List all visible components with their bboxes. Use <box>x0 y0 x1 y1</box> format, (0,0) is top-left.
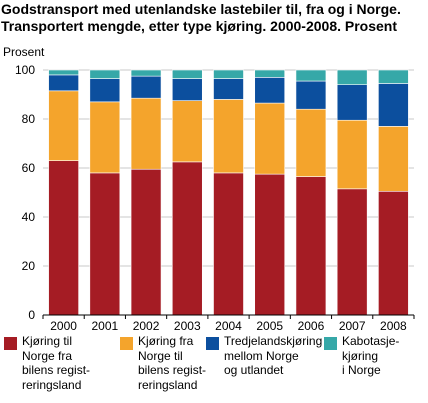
legend-swatch <box>4 337 17 350</box>
bar-segment-series-3 <box>213 78 244 100</box>
bar-segment-series-2 <box>48 90 79 161</box>
bar-segment-series-1 <box>48 160 79 316</box>
bar-segment-series-1 <box>378 190 409 316</box>
legend-label: Kjøring til Norge fra bilens regist- rer… <box>22 334 91 392</box>
x-tick-label: 2008 <box>380 319 407 333</box>
legend-label: Kabotasje- kjøring i Norge <box>342 334 400 377</box>
chart-title: Godstransport med utenlandske lastebiler… <box>1 1 427 35</box>
y-tick-label: 0 <box>28 308 35 322</box>
bar-segment-series-3 <box>130 75 162 99</box>
bar-segment-series-3 <box>89 78 121 103</box>
bar-segment-series-1 <box>336 188 368 316</box>
x-tick-label: 2005 <box>256 319 283 333</box>
legend-label: Tredjelandskjøring mellom Norge og utlan… <box>224 334 323 377</box>
chart: Prosent 0 20 40 60 80 100 2000 2001 2002 2003 2004 2… <box>3 45 415 333</box>
bar-segment-series-2 <box>89 101 121 174</box>
bar-segment-series-3 <box>254 77 286 104</box>
x-tick-label: 2003 <box>174 319 201 333</box>
y-tick-label: 80 <box>22 112 36 126</box>
y-axis-label: Prosent <box>3 45 45 59</box>
legend-label: Kjøring fra Norge til bilens regist- rer… <box>138 334 207 392</box>
y-tick-label: 100 <box>15 63 35 77</box>
x-tick-label: 2007 <box>339 319 366 333</box>
bar-segment-series-4 <box>89 69 121 79</box>
legend-swatch <box>206 337 219 350</box>
bar-segment-series-3 <box>378 83 409 127</box>
x-tick-label: 2006 <box>298 319 325 333</box>
y-tick-label: 40 <box>22 210 36 224</box>
bar-segment-series-4 <box>295 69 327 82</box>
bar-segment-series-3 <box>48 74 79 92</box>
chart-title-line-2: Transportert mengde, etter type kjøring.… <box>1 18 398 34</box>
legend-swatch <box>324 337 337 350</box>
bar-segment-series-3 <box>295 80 327 110</box>
bar-segment-series-3 <box>336 84 368 121</box>
y-tick-label: 20 <box>22 259 36 273</box>
bar-segment-series-2 <box>336 119 368 190</box>
bar-segment-series-1 <box>295 176 327 316</box>
chart-title-line-1: Godstransport med utenlandske lastebiler… <box>1 1 401 17</box>
x-tick-label: 2002 <box>133 319 160 333</box>
bar-segment-series-1 <box>213 172 244 316</box>
bar-segment-series-2 <box>378 126 409 192</box>
bar-segment-series-1 <box>171 161 203 316</box>
legend-swatch <box>120 337 133 350</box>
x-tick-label: 2004 <box>215 319 242 333</box>
legend: Kjøring til Norge fra bilens regist- rer… <box>0 334 428 400</box>
bar-segment-series-1 <box>130 168 162 316</box>
bar-segment-series-2 <box>295 108 327 177</box>
bar-segment-series-1 <box>254 173 286 316</box>
bar-segment-series-2 <box>171 100 203 163</box>
bar-segment-series-2 <box>254 102 286 175</box>
bar-segment-series-4 <box>171 69 203 79</box>
bar-segment-series-3 <box>171 78 203 101</box>
bar-segment-series-2 <box>213 99 244 174</box>
bar-segment-series-4 <box>48 69 79 76</box>
bar-segment-series-4 <box>213 69 244 79</box>
y-tick-label: 60 <box>22 161 36 175</box>
bar-segment-series-2 <box>130 97 162 170</box>
x-tick-label: 2001 <box>91 319 118 333</box>
x-tick-label: 2000 <box>50 319 77 333</box>
bar-segment-series-4 <box>378 69 409 84</box>
bar-segment-series-4 <box>336 69 368 85</box>
bar-segment-series-1 <box>89 172 121 316</box>
bar-segment-series-4 <box>254 69 286 78</box>
bar-segment-series-4 <box>130 69 162 77</box>
